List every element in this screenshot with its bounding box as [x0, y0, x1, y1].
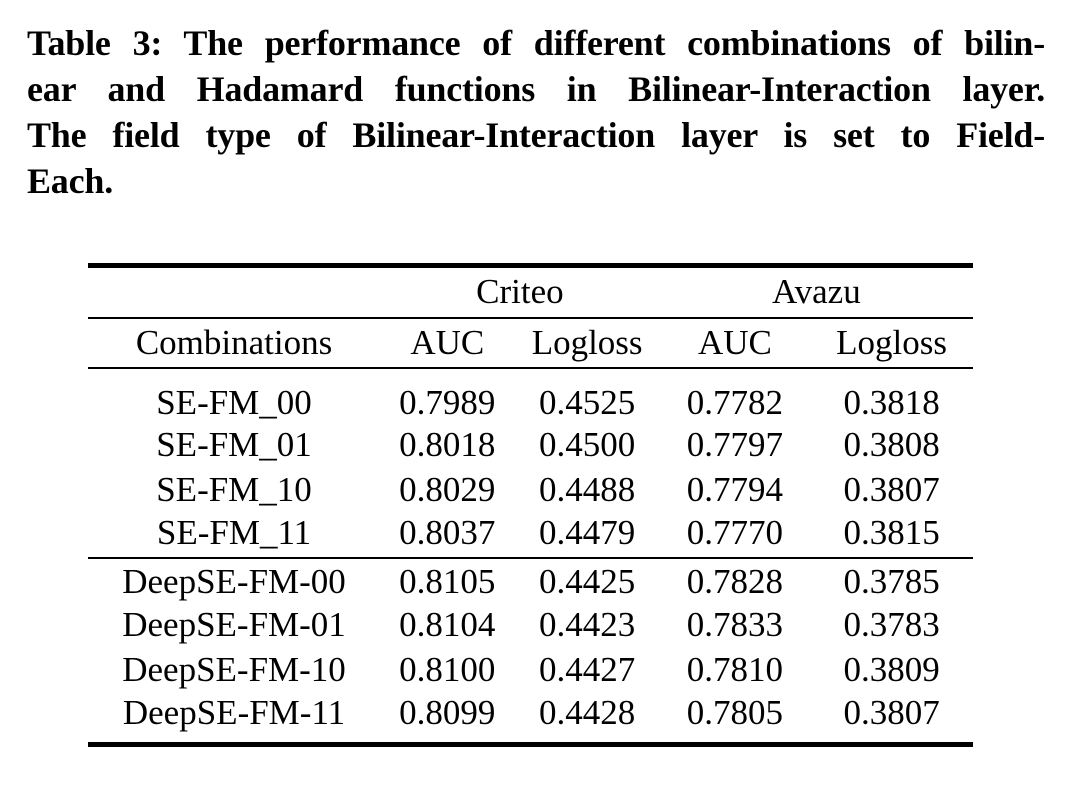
cell-criteo-logloss: 0.4428: [539, 692, 636, 732]
caption-line-1: Table 3: The performance of different co…: [27, 23, 1045, 63]
cell-avazu-auc: 0.7833: [686, 605, 784, 644]
cell-criteo-auc: 0.8029: [399, 470, 496, 509]
cell-criteo-auc: 0.8105: [399, 562, 496, 601]
col-header-avazu-logloss: Logloss: [810, 317, 973, 369]
cell-avazu-auc: 0.7805: [686, 692, 784, 732]
row-label: DeepSE-FM-10: [122, 650, 346, 689]
row-label: DeepSE-FM-11: [122, 692, 346, 732]
row-label: DeepSE-FM-01: [122, 605, 346, 644]
cell-avazu-logloss: 0.3808: [843, 425, 940, 464]
cell-criteo-logloss: 0.4525: [539, 382, 636, 422]
cell-criteo-auc: 0.8037: [380, 512, 515, 559]
table-row: SE-FM_10 0.8029 0.4488 0.7794 0.3807: [88, 468, 973, 513]
cell-criteo-logloss: 0.4425: [539, 562, 636, 601]
table-row: SE-FM_00 0.7989 0.4525 0.7782 0.3818: [88, 368, 973, 423]
cell-criteo-auc: 0.8100: [399, 650, 496, 689]
table-caption: Table 3: The performance of different co…: [27, 20, 1045, 204]
table-row: DeepSE-FM-00 0.8105 0.4425 0.7828 0.3785: [88, 558, 973, 603]
cell-avazu-auc: 0.7794: [686, 470, 784, 509]
table-row: SE-FM_01 0.8018 0.4500 0.7797 0.3808: [88, 423, 973, 468]
corner-cell: [88, 265, 381, 319]
cell-criteo-logloss: 0.4479: [514, 512, 660, 559]
cell-avazu-auc: 0.7797: [686, 425, 784, 464]
row-label: SE-FM_00: [156, 382, 312, 422]
cell-avazu-auc: 0.7782: [686, 382, 784, 422]
row-label: DeepSE-FM-00: [122, 562, 346, 601]
cell-avazu-logloss: 0.3809: [843, 650, 940, 689]
cell-avazu-logloss: 0.3785: [843, 562, 940, 601]
table-row: DeepSE-FM-10 0.8100 0.4427 0.7810 0.3809: [88, 648, 973, 693]
deepse-fm-group: DeepSE-FM-00 0.8105 0.4425 0.7828 0.3785…: [88, 558, 973, 745]
col-header-criteo-auc: AUC: [380, 317, 515, 369]
col-header-criteo-logloss: Logloss: [514, 317, 660, 369]
col-header-combinations: Combinations: [88, 317, 381, 369]
group-header-avazu: Avazu: [659, 265, 973, 319]
row-label: SE-FM_10: [156, 470, 312, 509]
table-row: DeepSE-FM-11 0.8099 0.4428 0.7805 0.3807: [88, 693, 973, 745]
cell-criteo-auc: 0.8099: [399, 692, 496, 732]
cell-avazu-logloss: 0.3807: [843, 470, 940, 509]
cell-criteo-auc: 0.7989: [399, 382, 496, 422]
table-row: SE-FM_11 0.8037 0.4479 0.7770 0.3815: [88, 512, 973, 559]
dataset-group-header-row: Criteo Avazu: [88, 265, 973, 319]
cell-avazu-logloss: 0.3818: [843, 382, 940, 422]
caption-line-3: The field type of Bilinear-Interaction l…: [27, 115, 1045, 155]
cell-criteo-logloss: 0.4488: [539, 470, 636, 509]
column-header-row: Combinations AUC Logloss AUC Logloss: [88, 317, 973, 369]
table-row: DeepSE-FM-01 0.8104 0.4423 0.7833 0.3783: [88, 603, 973, 648]
row-label: SE-FM_01: [156, 425, 312, 464]
caption-line-2: ear and Hadamard functions in Bilinear-I…: [27, 69, 1045, 109]
results-table: Criteo Avazu Combinations AUC Logloss AU…: [88, 263, 973, 747]
cell-avazu-logloss: 0.3815: [810, 512, 973, 559]
cell-criteo-auc: 0.8104: [399, 605, 496, 644]
cell-criteo-logloss: 0.4427: [539, 650, 636, 689]
group-header-criteo: Criteo: [380, 265, 660, 319]
row-label: SE-FM_11: [88, 512, 381, 559]
cell-avazu-logloss: 0.3807: [843, 692, 940, 732]
col-header-avazu-auc: AUC: [659, 317, 811, 369]
cell-avazu-auc: 0.7770: [659, 512, 811, 559]
cell-criteo-logloss: 0.4500: [539, 425, 636, 464]
cell-avazu-auc: 0.7828: [686, 562, 784, 601]
se-fm-group: SE-FM_00 0.7989 0.4525 0.7782 0.3818 SE-…: [88, 368, 973, 559]
caption-line-4: Each.: [27, 161, 114, 201]
cell-avazu-auc: 0.7810: [686, 650, 784, 689]
cell-avazu-logloss: 0.3783: [843, 605, 940, 644]
cell-criteo-logloss: 0.4423: [539, 605, 636, 644]
cell-criteo-auc: 0.8018: [399, 425, 496, 464]
